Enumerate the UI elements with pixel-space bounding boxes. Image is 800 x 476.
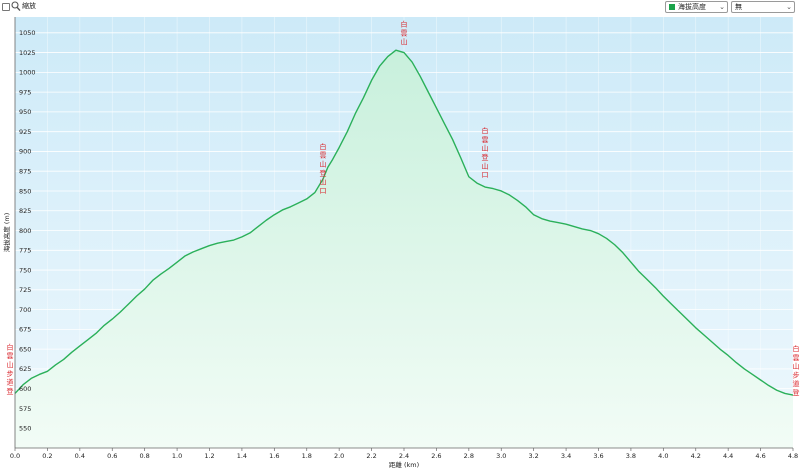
x-tick-label: 0.8 [139, 452, 149, 460]
y-tick-label: 750 [19, 266, 31, 274]
y-tick-label: 800 [19, 227, 31, 235]
x-tick-label: 2.0 [334, 452, 344, 460]
y-tick-label: 650 [19, 345, 31, 353]
chevron-down-icon: ⌄ [719, 3, 725, 11]
y-tick-label: 675 [19, 326, 31, 334]
y-tick-label: 825 [19, 207, 31, 215]
y-tick-labels: 550 575 600 625 650 675 700 725 750 775 800 825 850 8… [19, 29, 36, 432]
y-tick-label: 575 [19, 405, 31, 413]
y-tick-label: 725 [19, 286, 31, 294]
overlay-select-value: 無 [735, 3, 742, 11]
annotation-label: 白雲山步道登 [7, 342, 14, 395]
x-tick-label: 1.6 [269, 452, 279, 460]
y-tick-label: 900 [19, 148, 31, 156]
x-tick-label: 3.0 [496, 452, 506, 460]
annotation-label: 白雲山登山口 [319, 142, 326, 195]
x-tick-label: 0.4 [75, 452, 85, 460]
x-tick-label: 4.4 [723, 452, 733, 460]
zoom-checkbox[interactable] [2, 3, 10, 11]
elevation-area [15, 50, 793, 449]
x-tick-label: 2.8 [464, 452, 474, 460]
y-tick-label: 1025 [19, 49, 36, 57]
x-tick-label: 3.8 [626, 452, 636, 460]
x-tick-label: 2.2 [366, 452, 376, 460]
annotation-label: 白雲山 [401, 20, 408, 47]
y-tick-label: 950 [19, 108, 31, 116]
series-select[interactable]: 海拔高度 ⌄ [665, 1, 728, 13]
x-tick-label: 4.0 [658, 452, 668, 460]
x-tick-label: 0.2 [42, 452, 52, 460]
y-tick-label: 700 [19, 306, 31, 314]
elevation-line [14, 49, 794, 396]
y-tick-label: 975 [19, 88, 31, 96]
series-color-swatch [669, 4, 675, 10]
x-tick-label: 4.8 [788, 452, 798, 460]
x-tick-label: 1.2 [204, 452, 214, 460]
x-tick-label: 3.6 [593, 452, 603, 460]
y-tick-label: 925 [19, 128, 31, 136]
x-tick-label: 3.2 [528, 452, 538, 460]
y-tick-label: 875 [19, 168, 31, 176]
x-tick-label: 1.8 [302, 452, 312, 460]
x-tick-label: 1.0 [172, 452, 182, 460]
y-tick-label: 550 [19, 425, 31, 433]
x-tick-label: 1.4 [237, 452, 247, 460]
zoom-label: 縮放 [22, 2, 36, 10]
chevron-down-icon: ⌄ [786, 3, 792, 11]
y-tick-label: 850 [19, 187, 31, 195]
x-tick-label: 4.2 [691, 452, 701, 460]
y-tick-label: 1000 [19, 69, 36, 77]
chart-toolbar: 縮放 海拔高度 ⌄ 無 ⌄ [0, 0, 800, 15]
y-axis-label: 海拔高度 (m) [2, 213, 11, 252]
y-tick-label: 625 [19, 365, 31, 373]
x-tick-label: 2.6 [431, 452, 441, 460]
x-tick-label: 0.0 [10, 452, 20, 460]
x-axis-label: 距離 (km) [389, 460, 419, 469]
magnifier-icon [11, 1, 21, 12]
y-tick-label: 600 [19, 385, 31, 393]
annotation-label: 白雲山登山口 [482, 126, 489, 179]
series-select-value: 海拔高度 [678, 3, 706, 11]
annotation-label: 白雲山步道登 [793, 344, 800, 397]
overlay-select[interactable]: 無 ⌄ [731, 1, 795, 13]
x-tick-label: 0.6 [107, 452, 117, 460]
y-tick-label: 775 [19, 247, 31, 255]
x-tick-label: 3.4 [561, 452, 571, 460]
x-tick-label: 2.4 [399, 452, 409, 460]
y-tick-label: 1050 [19, 29, 36, 37]
x-tick-labels: 0.0 0.2 0.4 0.6 0.8 1.0 1.2 1.4 1.6 1.8 2.0 2.2 2.4 2… [10, 448, 798, 460]
x-tick-label: 4.6 [755, 452, 765, 460]
